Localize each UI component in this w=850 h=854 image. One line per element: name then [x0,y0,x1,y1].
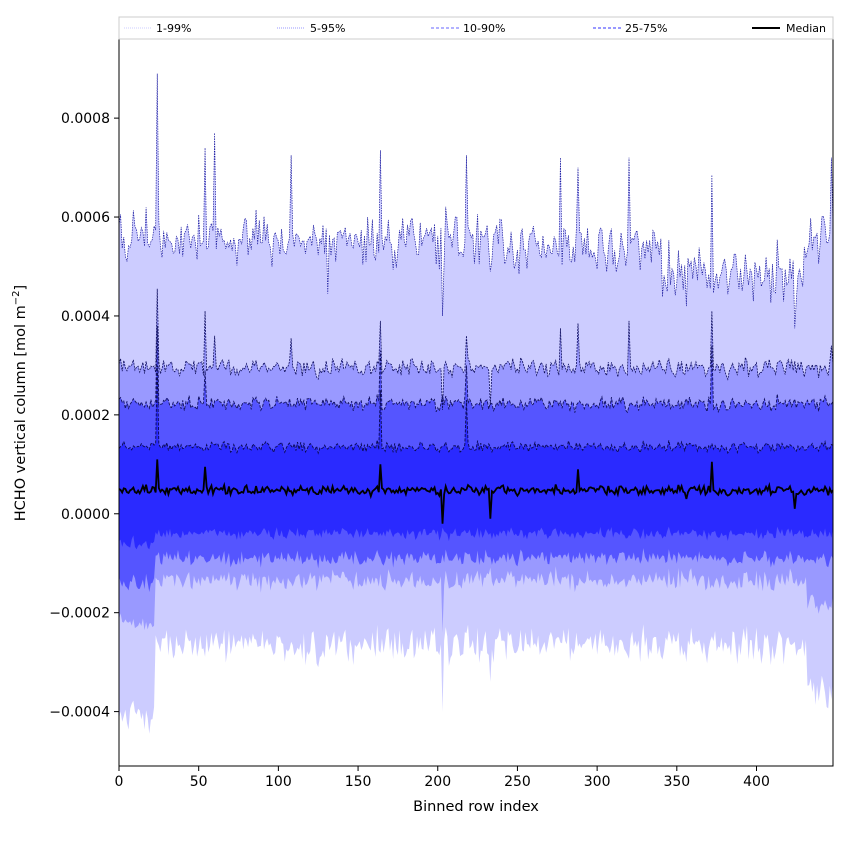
band-25-75 [119,365,833,550]
legend-box [118,16,834,40]
line-median [119,459,833,524]
y-tick-label: 0.0008 [61,111,110,127]
x-tick-label: 150 [345,774,372,790]
line-p99 [119,73,833,329]
y-axis-title: HCHO vertical column [mol m−2] [11,285,29,521]
x-tick-label: 50 [190,774,208,790]
y-tick-label: 0.0006 [61,210,110,226]
x-axis: 0 50 100 150 200 250 300 350 400 [115,766,770,790]
x-tick-label: 300 [584,774,611,790]
y-tick-label: 0.0002 [61,408,110,424]
legend: 1-99% 5-95% 10-90% 25-75% Median [118,16,834,40]
x-tick-label: 350 [663,774,690,790]
percentile-lines [119,73,833,524]
y-axis-title-sup: −2 [11,290,22,305]
x-tick-label: 200 [424,774,451,790]
y-tick-label: −0.0002 [49,606,110,622]
legend-label: Median [786,22,826,35]
legend-label: 25-75% [625,22,667,35]
line-p95 [119,288,833,410]
y-tick-label: 0.0000 [61,507,110,523]
legend-label: 5-95% [310,22,345,35]
x-tick-label: 100 [265,774,292,790]
x-tick-label: 250 [504,774,531,790]
y-tick-label: −0.0004 [49,705,110,721]
x-tick-label: 0 [115,774,124,790]
percentile-bands [119,73,833,734]
y-axis: −0.0004 −0.0002 0.0000 0.0002 0.0004 0.0006 0.… [49,111,119,721]
y-tick-label: 0.0004 [61,309,110,325]
line-p90 [119,325,833,414]
line-p75 [119,365,833,455]
y-axis-title-main: HCHO vertical column [mol m [13,305,29,521]
x-tick-label: 400 [743,774,770,790]
legend-label: 1-99% [156,22,191,35]
y-axis-title-close: ] [13,285,29,291]
x-axis-title: Binned row index [413,799,539,815]
legend-label: 10-90% [463,22,505,35]
